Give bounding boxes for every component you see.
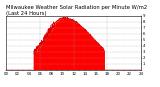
Text: Milwaukee Weather Solar Radiation per Minute W/m2 (Last 24 Hours): Milwaukee Weather Solar Radiation per Mi… <box>6 5 148 16</box>
